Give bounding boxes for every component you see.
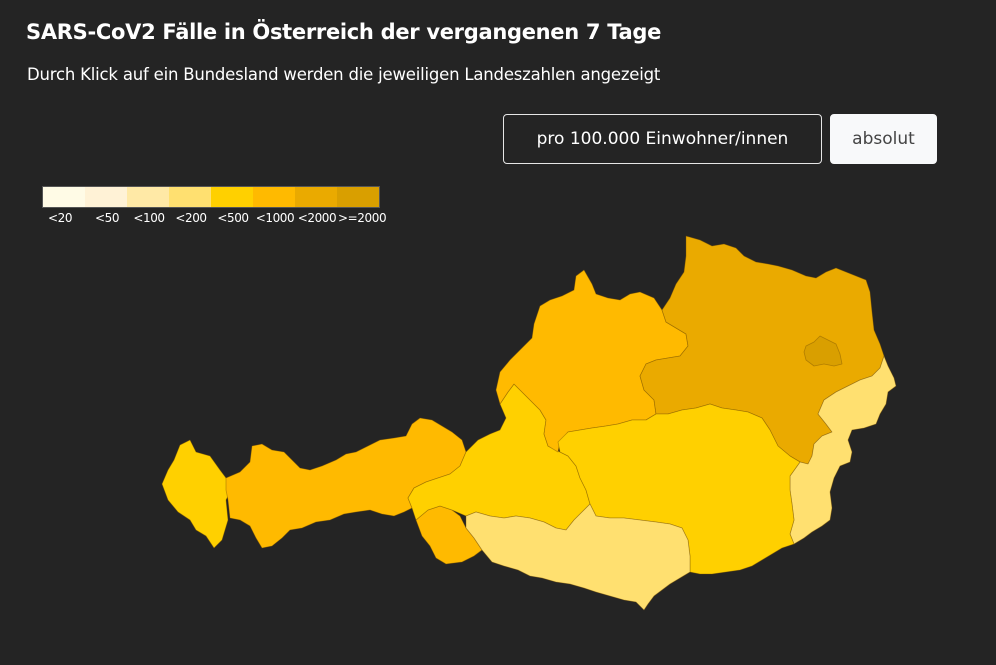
legend-color-bar: [42, 186, 380, 208]
legend-label: <1000: [255, 211, 295, 225]
metric-toggle: pro 100.000 Einwohner/innen absolut: [503, 114, 937, 164]
legend-label: <200: [175, 211, 207, 225]
legend-label: <20: [48, 211, 73, 225]
legend-swatch: [337, 187, 379, 207]
legend-labels: <20 <50 <100 <200 <500 <1000 <2000 >=200…: [42, 211, 402, 225]
legend-swatch: [211, 187, 253, 207]
legend-swatch: [43, 187, 85, 207]
legend-swatch: [253, 187, 295, 207]
legend-swatch: [85, 187, 127, 207]
region-kaernten[interactable]: [465, 503, 691, 611]
legend-label: >=2000: [338, 211, 387, 225]
region-wien[interactable]: [803, 335, 843, 367]
page-title: SARS-CoV2 Fälle in Österreich der vergan…: [26, 20, 662, 44]
legend-label: <2000: [297, 211, 337, 225]
legend-label: <500: [217, 211, 249, 225]
legend-swatch: [295, 187, 337, 207]
color-legend: <20 <50 <100 <200 <500 <1000 <2000 >=200…: [42, 186, 402, 225]
absolute-button[interactable]: absolut: [830, 114, 937, 164]
legend-label: <50: [94, 211, 120, 225]
legend-swatch: [169, 187, 211, 207]
region-vorarlberg[interactable]: [161, 439, 233, 549]
legend-swatch: [127, 187, 169, 207]
region-burgenland[interactable]: [789, 355, 897, 545]
page-subtitle: Durch Klick auf ein Bundesland werden di…: [27, 65, 661, 84]
legend-label: <100: [133, 211, 165, 225]
per-100k-button[interactable]: pro 100.000 Einwohner/innen: [503, 114, 822, 164]
